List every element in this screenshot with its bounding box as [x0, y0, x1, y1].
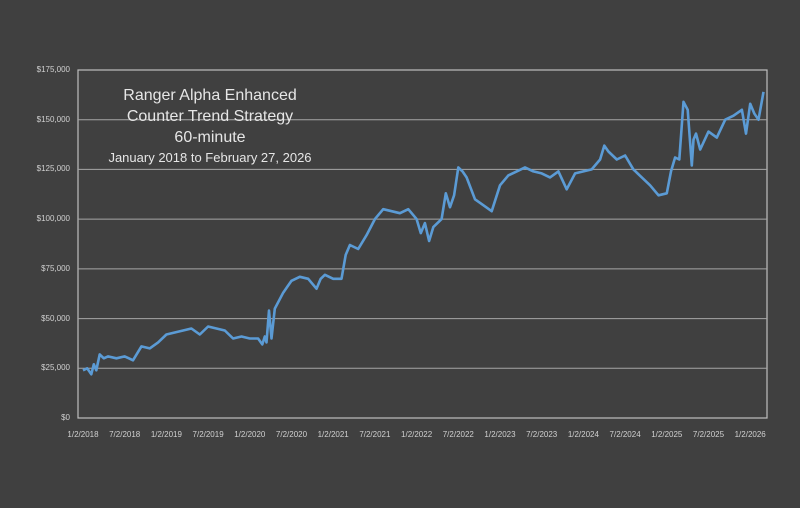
y-tick-label: $150,000 [0, 115, 70, 124]
chart-title-line-1: Ranger Alpha Enhanced [90, 87, 330, 105]
chart-title-line-2: Counter Trend Strategy [90, 108, 330, 126]
y-tick-label: $25,000 [0, 363, 70, 372]
chart-title-line-3: 60-minute [90, 129, 330, 147]
y-tick-label: $50,000 [0, 314, 70, 323]
chart-subtitle: January 2018 to February 27, 2026 [90, 150, 330, 165]
y-tick-label: $100,000 [0, 214, 70, 223]
y-tick-label: $125,000 [0, 164, 70, 173]
x-tick-label: 1/2/2026 [720, 430, 780, 439]
y-tick-label: $175,000 [0, 65, 70, 74]
y-tick-label: $75,000 [0, 264, 70, 273]
y-tick-label: $0 [0, 413, 70, 422]
